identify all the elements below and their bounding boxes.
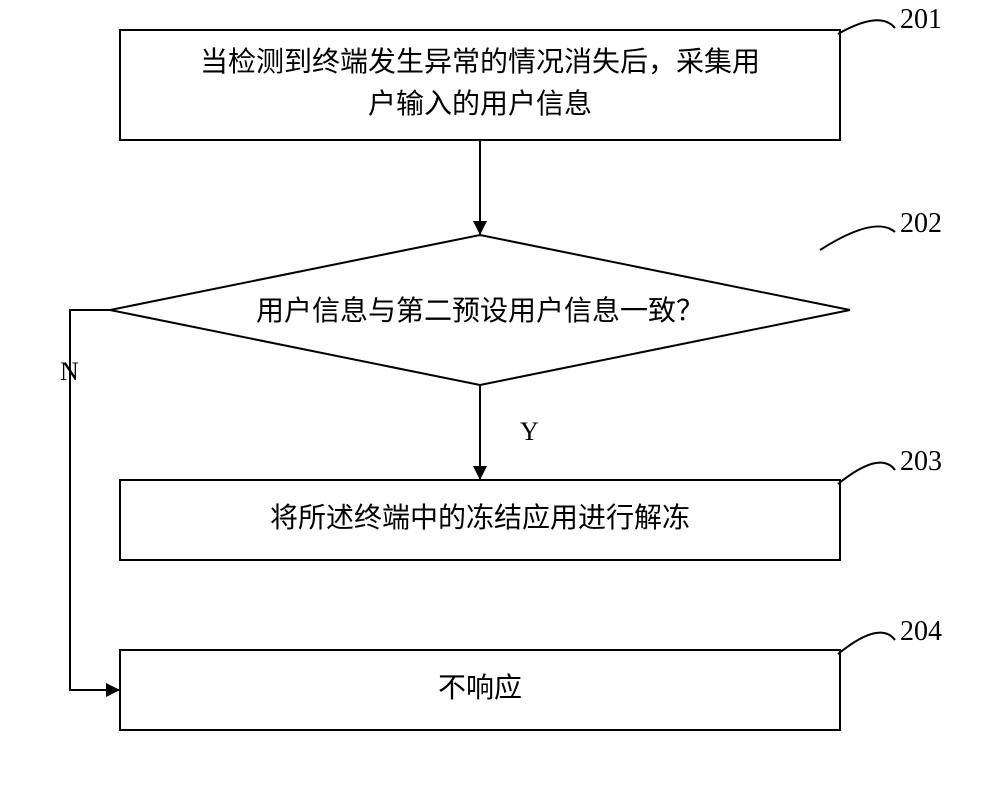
step201-label: 201 [900,4,942,35]
step201-callout [838,20,895,34]
step204-text-line-0: 不响应 [438,672,522,704]
decision202-yes-label: Y [520,417,539,446]
step203-text-line-0: 将所述终端中的冻结应用进行解冻 [270,502,690,534]
step203-callout [838,463,895,484]
step201-text-line-1: 户输入的用户信息 [368,88,592,120]
decision202-label: 202 [900,208,942,239]
step204-callout [838,633,895,654]
step204-label: 204 [900,616,942,647]
step201-text-line-0: 当检测到终端发生异常的情况消失后，采集用 [200,46,760,78]
decision202-callout [820,226,895,250]
decision202-text: 用户信息与第二预设用户信息一致？ [256,295,704,327]
step203-label: 203 [900,446,942,477]
